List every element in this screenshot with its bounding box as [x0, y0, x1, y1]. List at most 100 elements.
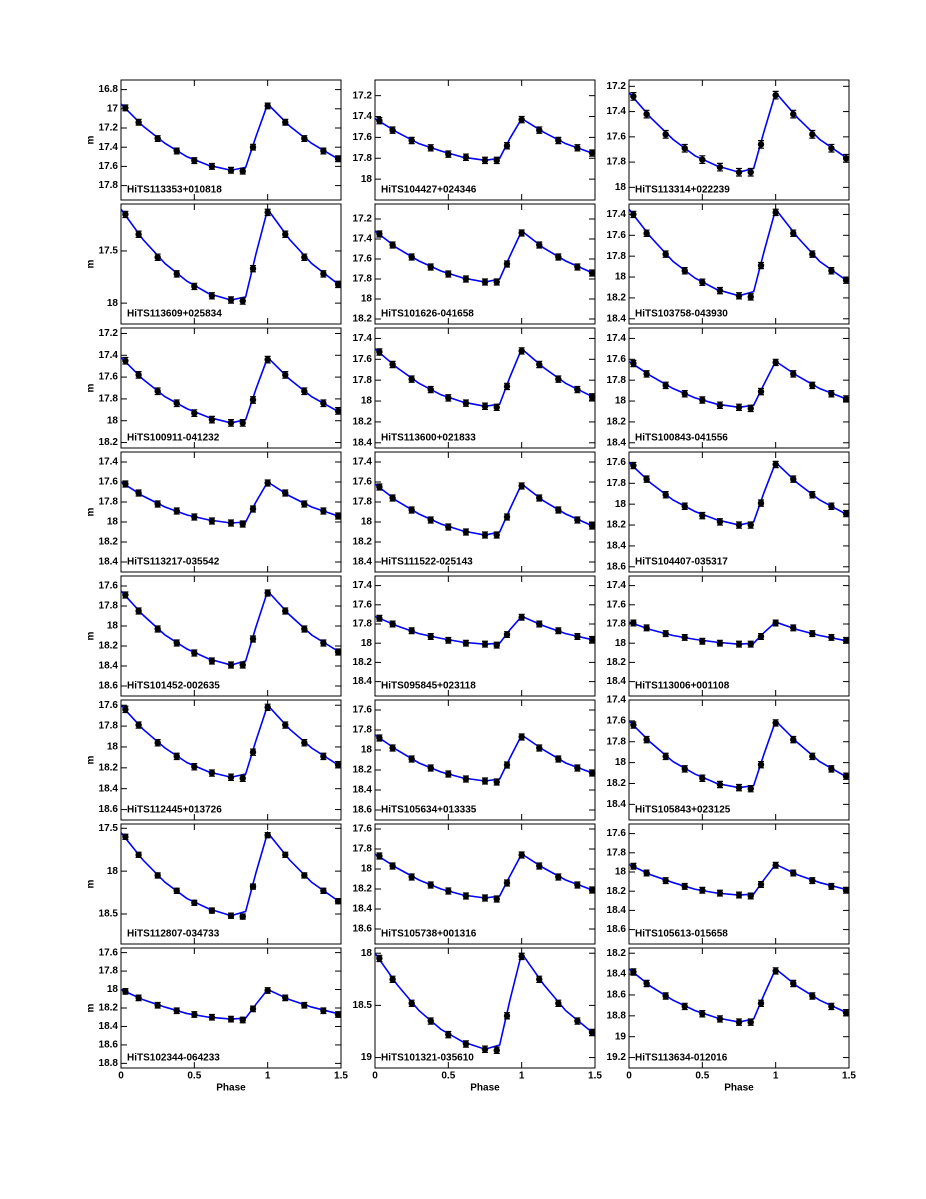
data-point	[135, 607, 142, 615]
data-point	[445, 150, 452, 158]
model-curve	[628, 719, 850, 789]
data-point	[518, 733, 525, 741]
data-point	[747, 169, 754, 176]
y-tick-label: 18.8	[99, 1058, 119, 1069]
data-point	[747, 892, 754, 900]
y-tick-label: 18.2	[353, 657, 373, 668]
data-point	[445, 1031, 452, 1038]
y-tick-label: 17.8	[607, 619, 627, 630]
star-id: HiTS095845+023118	[381, 681, 476, 692]
data-point	[699, 279, 706, 286]
y-tick-label: 18.4	[99, 557, 119, 568]
data-point	[772, 719, 779, 727]
data-point	[809, 131, 816, 138]
x-tick-label: 1	[519, 1071, 525, 1082]
data-point	[320, 400, 327, 407]
data-point	[249, 883, 257, 890]
y-tick-label: 17.6	[353, 599, 373, 610]
y-tick-label: 18.5	[99, 909, 119, 920]
data-point	[334, 897, 342, 905]
data-point	[790, 624, 797, 632]
y-tick-label: 17.8	[607, 478, 627, 489]
y-tick-label: 18.4	[99, 1021, 119, 1032]
data-point	[445, 770, 452, 778]
data-point	[249, 1005, 257, 1013]
y-tick-label: 19	[361, 1052, 373, 1063]
model-curve	[374, 482, 596, 536]
data-point	[191, 157, 198, 164]
y-tick-label: 18.4	[353, 785, 373, 796]
y-tick-label: 17.5	[99, 823, 119, 834]
plot-frame	[628, 327, 850, 449]
data-point	[227, 774, 235, 781]
y-tick-label: 18	[615, 396, 627, 407]
data-point	[239, 168, 246, 175]
data-point	[462, 154, 470, 161]
y-tick-label: 18.4	[353, 904, 373, 915]
data-point	[662, 630, 669, 637]
data-point	[445, 637, 452, 644]
model-curve	[628, 863, 850, 896]
panel: 17.2 17.4 17.6 17.8 18 HiTS104427+024346	[353, 79, 596, 201]
data-point	[408, 506, 415, 514]
data-point	[249, 635, 257, 643]
panel: 16.8 17 17.2 17.4 17.6 17.8 m HiTS113353+010818	[86, 79, 342, 201]
y-tick-label: 18.6	[353, 924, 373, 935]
y-tick-label: 17.8	[353, 497, 373, 508]
data-point	[716, 640, 724, 647]
plot-frame	[120, 947, 342, 1069]
data-point	[282, 851, 289, 859]
data-point	[282, 994, 289, 1002]
data-point	[828, 765, 835, 773]
data-point	[408, 1000, 415, 1007]
data-point	[462, 892, 470, 900]
plot-frame	[628, 823, 850, 945]
data-point	[518, 851, 525, 859]
data-point	[154, 135, 161, 142]
data-point	[376, 734, 383, 742]
data-point	[389, 620, 396, 628]
y-tick-label: 17.6	[353, 477, 373, 488]
data-point	[264, 209, 271, 216]
data-point	[481, 278, 489, 286]
data-point	[334, 407, 342, 415]
data-point	[191, 283, 198, 290]
panel: 17.6 17.8 18 18.2 18.4 18.6 m HiTS101452-002635	[86, 575, 342, 697]
panel: 17.4 17.6 17.8 18 18.2 18.4 HiTS095845+023118	[353, 575, 596, 697]
data-point	[735, 891, 743, 899]
data-point	[264, 102, 271, 110]
plot-frame	[628, 699, 850, 821]
y-tick-label: 18.6	[99, 1040, 119, 1051]
x-axis-label: Phase	[724, 1083, 754, 1094]
data-point	[588, 1029, 596, 1036]
data-point	[122, 480, 129, 488]
data-point	[699, 638, 706, 645]
model-curve	[374, 852, 596, 899]
data-point	[408, 627, 415, 634]
y-tick-label: 18.2	[607, 886, 627, 897]
model-curve	[120, 480, 342, 524]
data-point	[376, 955, 383, 962]
data-point	[588, 769, 596, 777]
panel: 17.4 17.6 17.8 18 18.2 18.4 HiTS113006+001108	[607, 575, 850, 697]
data-point	[173, 1007, 180, 1014]
data-point	[518, 116, 525, 123]
data-point	[630, 863, 637, 870]
data-point	[427, 263, 434, 271]
data-point	[699, 887, 706, 894]
star-id: HiTS101626-041658	[381, 309, 474, 320]
data-point	[503, 761, 511, 769]
y-tick-label: 18.4	[607, 313, 627, 324]
y-tick-label: 18.2	[607, 520, 627, 531]
y-tick-label: 18	[107, 517, 119, 528]
data-point	[716, 287, 724, 294]
data-point	[574, 386, 581, 393]
data-point	[699, 775, 706, 782]
data-point	[389, 126, 396, 134]
y-tick-label: 17.4	[353, 111, 373, 122]
plot-frame	[120, 823, 342, 945]
data-point	[462, 275, 470, 283]
data-point	[282, 489, 289, 497]
y-tick-label: 18	[361, 948, 373, 959]
data-point	[249, 265, 257, 272]
